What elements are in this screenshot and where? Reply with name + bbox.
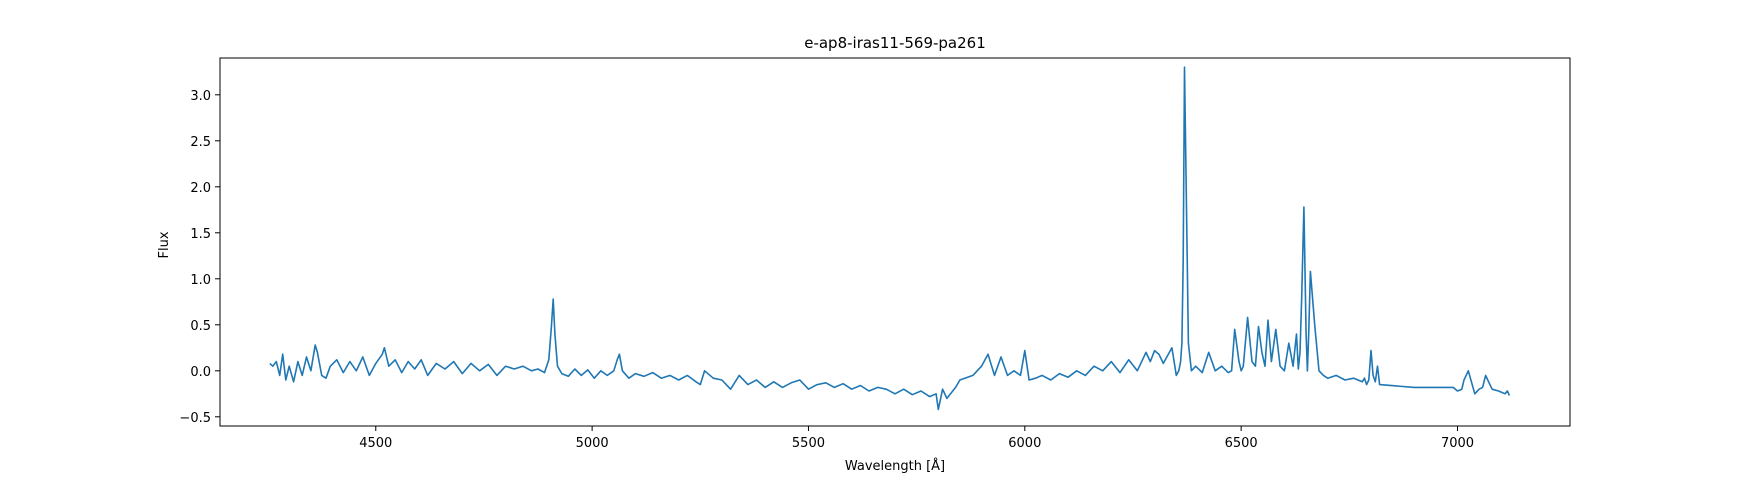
y-tick-label: 2.5 (190, 135, 211, 150)
x-axis: 4500 5000 5500 6000 6500 7000 (359, 426, 1474, 451)
y-tick-label: 3.0 (190, 89, 211, 104)
axes-frame (219, 57, 1571, 427)
chart-title: e-ap8-iras11-569-pa261 (804, 34, 986, 52)
plot-area (269, 66, 1511, 411)
y-tick-label: 1.5 (190, 227, 211, 242)
y-tick-label: 0.0 (190, 365, 211, 380)
x-tick-label: 5500 (792, 436, 825, 451)
x-tick-label: 5000 (576, 436, 609, 451)
x-tick-label: 7000 (1441, 436, 1474, 451)
y-axis: −0.5 0.0 0.5 1.0 1.5 2.0 2.5 3.0 (179, 89, 220, 426)
x-tick-label: 4500 (359, 436, 392, 451)
x-tick-label: 6000 (1008, 436, 1041, 451)
y-tick-label: 2.0 (190, 181, 211, 196)
x-axis-label: Wavelength [Å] (845, 458, 945, 474)
y-tick-label: 1.0 (190, 273, 211, 288)
x-tick-label: 6500 (1225, 436, 1258, 451)
y-tick-label: −0.5 (179, 411, 211, 426)
y-axis-label: Flux (157, 231, 172, 258)
y-tick-label: 0.5 (190, 319, 211, 334)
spectrum-line (269, 66, 1511, 411)
